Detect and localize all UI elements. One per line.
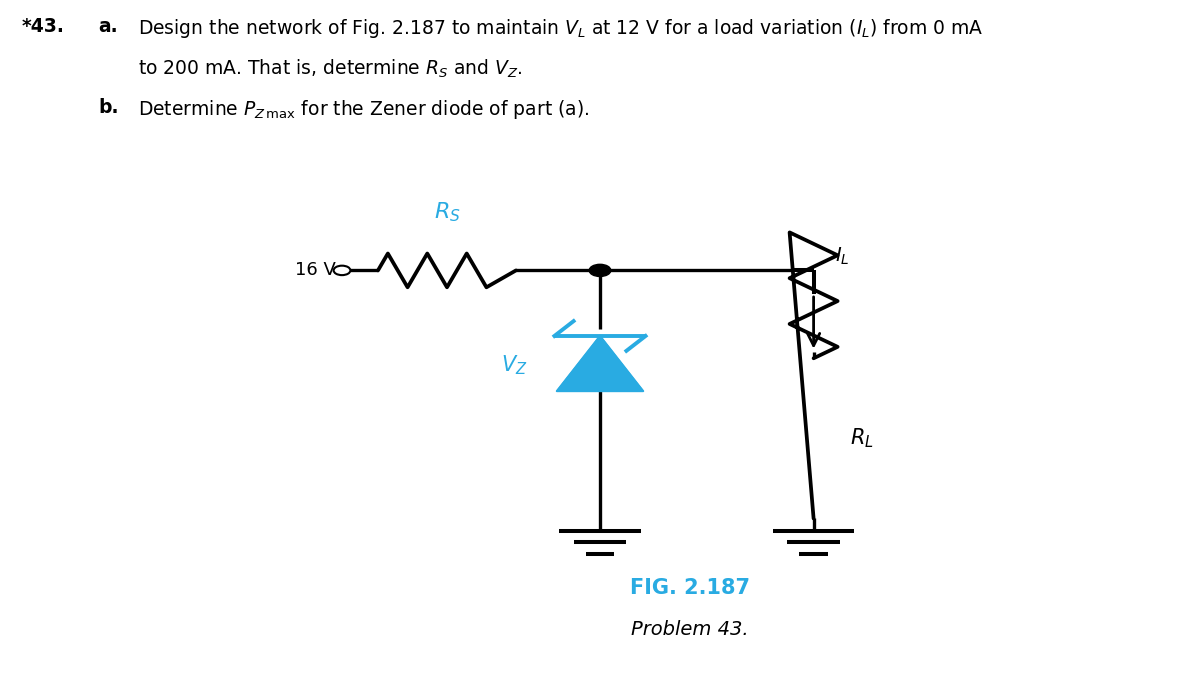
Text: Problem 43.: Problem 43. bbox=[631, 620, 749, 639]
Text: $V_Z$: $V_Z$ bbox=[502, 354, 528, 377]
Text: $R_S$: $R_S$ bbox=[433, 201, 461, 224]
Text: b.: b. bbox=[98, 98, 119, 117]
Text: $I_L$: $I_L$ bbox=[835, 245, 850, 267]
Text: Determine $P_{Z\,\mathrm{max}}$ for the Zener diode of part (a).: Determine $P_{Z\,\mathrm{max}}$ for the … bbox=[138, 98, 589, 121]
Text: $R_L$: $R_L$ bbox=[850, 427, 874, 450]
Text: 16 V: 16 V bbox=[295, 262, 336, 279]
Circle shape bbox=[589, 264, 611, 276]
Text: FIG. 2.187: FIG. 2.187 bbox=[630, 578, 750, 598]
Text: Design the network of Fig. 2.187 to maintain $V_L$ at 12 V for a load variation : Design the network of Fig. 2.187 to main… bbox=[138, 17, 984, 40]
Text: to 200 mA. That is, determine $R_S$ and $V_Z$.: to 200 mA. That is, determine $R_S$ and … bbox=[138, 57, 523, 80]
Polygon shape bbox=[557, 336, 643, 391]
Text: a.: a. bbox=[98, 17, 118, 36]
Text: *43.: *43. bbox=[22, 17, 65, 36]
